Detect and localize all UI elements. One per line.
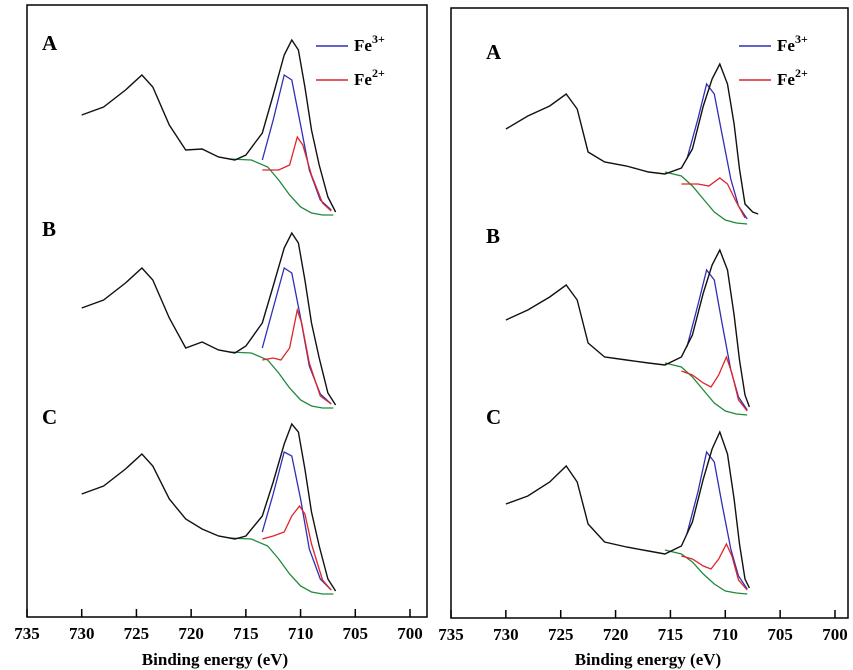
left-legend: Fe3+ Fe2+ bbox=[316, 32, 385, 89]
left-spectrum-C-background bbox=[229, 537, 334, 595]
right-panel: A B C 735 730 725 720 715 710 705 700 Fe3+ Fe2+ B… bbox=[438, 7, 849, 669]
right-spectrum-A-background bbox=[664, 171, 748, 225]
right-spectrum-C-raw bbox=[505, 430, 751, 589]
left-spectrum-A-fe2-fit bbox=[262, 135, 332, 212]
right-legend-fe3-label: Fe3+ bbox=[777, 32, 808, 55]
right-x-tick-label-3: 720 bbox=[603, 625, 629, 644]
right-spectrum-A-raw bbox=[505, 62, 759, 215]
left-x-tick-label-0: 735 bbox=[14, 624, 40, 643]
left-spectra: A B C bbox=[42, 31, 337, 595]
right-panel-frame bbox=[450, 7, 849, 619]
left-legend-fe3-label: Fe3+ bbox=[354, 32, 385, 55]
left-legend-fe2-label: Fe2+ bbox=[354, 66, 385, 89]
left-x-tick-label-1: 730 bbox=[69, 624, 95, 643]
left-spectrum-B-raw bbox=[81, 231, 337, 406]
right-spectrum-B: B bbox=[486, 224, 751, 416]
left-spectrum-A-raw bbox=[81, 38, 337, 213]
left-spectrum-C: C bbox=[42, 405, 337, 595]
right-spectrum-B-background bbox=[664, 362, 748, 416]
right-spectra: A B C bbox=[486, 40, 759, 595]
left-spectrum-C-raw bbox=[81, 422, 337, 592]
right-spectrum-A-label: A bbox=[486, 40, 502, 64]
left-spectrum-A: A bbox=[42, 31, 337, 216]
right-legend-fe2-label: Fe2+ bbox=[777, 66, 808, 89]
left-x-tick-label-4: 715 bbox=[233, 624, 259, 643]
left-panel: A B C 735 730 725 720 715 710 705 700 Fe3+ Fe2+ B… bbox=[14, 4, 428, 669]
right-x-tick-label-5: 710 bbox=[713, 625, 739, 644]
right-legend: Fe3+ Fe2+ bbox=[739, 32, 808, 89]
left-spectrum-B-label: B bbox=[42, 217, 56, 241]
left-x-tick-label-5: 710 bbox=[288, 624, 314, 643]
right-x-tick-label-2: 725 bbox=[548, 625, 574, 644]
right-x-tick-label-1: 730 bbox=[493, 625, 519, 644]
right-spectrum-C-fe3-fit bbox=[686, 450, 748, 590]
left-x-tick-label-7: 700 bbox=[397, 624, 423, 643]
right-spectrum-B-fe2-fit bbox=[681, 355, 748, 412]
right-spectrum-C-fe2-fit bbox=[681, 542, 748, 591]
right-x-tick-label-4: 715 bbox=[658, 625, 684, 644]
left-panel-frame bbox=[26, 4, 428, 618]
right-spectrum-C: C bbox=[486, 405, 751, 595]
right-x-axis-label: Binding energy (eV) bbox=[575, 650, 721, 669]
left-spectrum-C-label: C bbox=[42, 405, 57, 429]
left-spectrum-B-background bbox=[229, 351, 334, 409]
left-x-tick-label-3: 720 bbox=[178, 624, 204, 643]
left-spectrum-A-background bbox=[229, 158, 334, 216]
left-spectrum-C-fe2-fit bbox=[262, 504, 332, 591]
left-x-tick-label-2: 725 bbox=[124, 624, 150, 643]
left-x-axis-label: Binding energy (eV) bbox=[142, 650, 288, 669]
right-spectrum-A-fe3-fit bbox=[686, 82, 748, 220]
left-spectrum-A-fe3-fit bbox=[261, 73, 332, 211]
right-spectrum-B-label: B bbox=[486, 224, 500, 248]
right-x-tick-label-0: 735 bbox=[438, 625, 464, 644]
right-x-axis: 735 730 725 720 715 710 705 700 bbox=[438, 610, 848, 644]
left-x-axis: 735 730 725 720 715 710 705 700 bbox=[14, 609, 423, 643]
right-spectrum-B-fe3-fit bbox=[686, 268, 748, 411]
right-spectrum-B-raw bbox=[505, 248, 751, 408]
right-spectrum-A-fe2-fit bbox=[681, 177, 746, 219]
left-x-tick-label-6: 705 bbox=[343, 624, 369, 643]
left-spectrum-C-fe3-fit bbox=[261, 451, 332, 591]
right-spectrum-C-label: C bbox=[486, 405, 501, 429]
right-spectrum-A: A bbox=[486, 40, 759, 225]
left-spectrum-B-fe2-fit bbox=[262, 307, 332, 405]
right-spectrum-C-background bbox=[664, 549, 748, 595]
left-spectrum-A-label: A bbox=[42, 31, 58, 55]
right-x-tick-label-6: 705 bbox=[767, 625, 793, 644]
right-x-tick-label-7: 700 bbox=[822, 625, 848, 644]
left-spectrum-B: B bbox=[42, 217, 337, 409]
